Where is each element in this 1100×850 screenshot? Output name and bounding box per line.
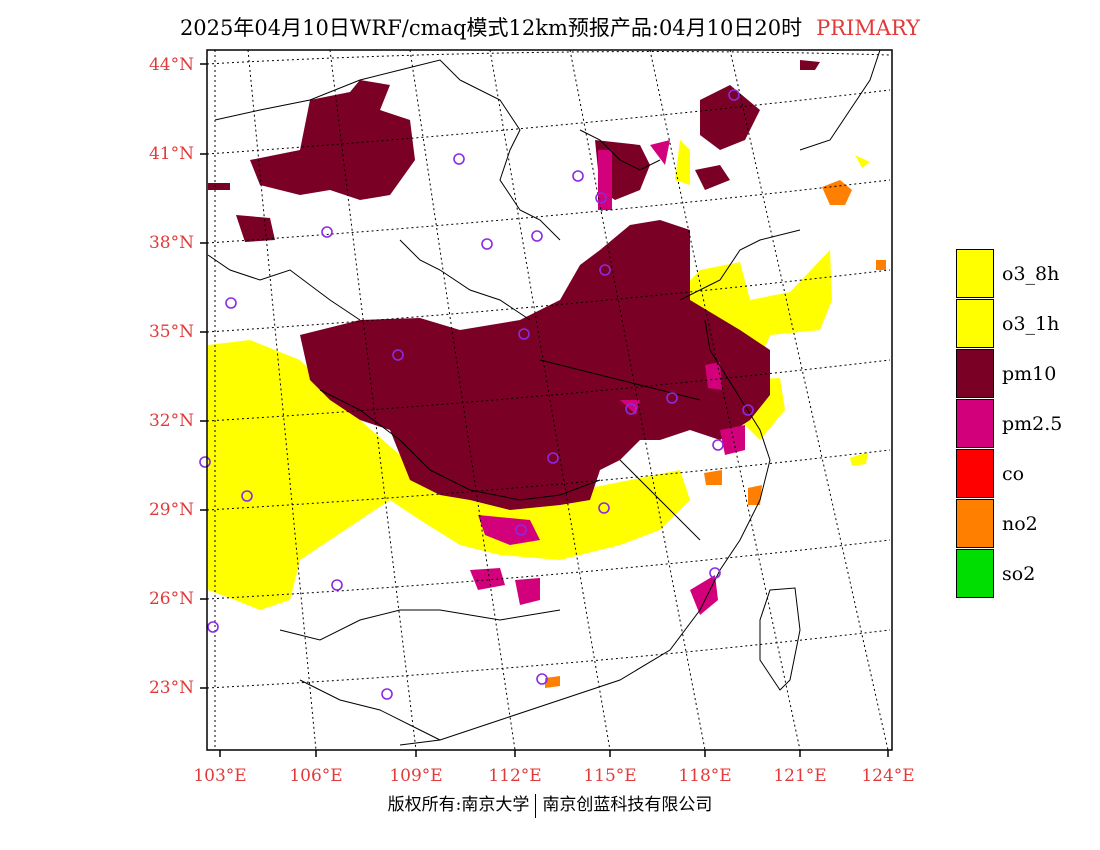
- lat-label: 29°N: [148, 500, 194, 520]
- copyright-footer: 版权所有:南京大学 南京创蓝科技有限公司: [0, 790, 1100, 818]
- lon-label: 115°E: [583, 766, 637, 786]
- lon-label: 109°E: [389, 766, 443, 786]
- lat-label: 44°N: [148, 55, 194, 75]
- legend-swatch: [956, 399, 994, 448]
- legend-label: so2: [1002, 563, 1036, 585]
- lat-label: 38°N: [148, 233, 194, 253]
- lat-label: 35°N: [148, 322, 194, 342]
- title-text: 2025年04月10日WRF/cmaq模式12km预报产品:04月10日20时: [179, 16, 803, 40]
- copyright-owner: 版权所有:南京大学: [387, 795, 530, 815]
- no2-field: [545, 180, 886, 688]
- lat-label: 41°N: [148, 144, 194, 164]
- map-frame: [206, 49, 893, 751]
- legend-label: co: [1002, 463, 1025, 485]
- lon-label: 118°E: [678, 766, 732, 786]
- legend-swatch: [956, 499, 994, 548]
- copyright-company: 南京创蓝科技有限公司: [542, 795, 713, 815]
- lat-label: 23°N: [148, 678, 194, 698]
- lon-label: 124°E: [861, 766, 915, 786]
- map-title: 2025年04月10日WRF/cmaq模式12km预报产品:04月10日20时 P…: [0, 12, 1100, 42]
- graticule: [206, 49, 891, 751]
- lon-label: 103°E: [193, 766, 247, 786]
- lon-label: 112°E: [488, 766, 542, 786]
- lon-label: 106°E: [289, 766, 343, 786]
- station-markers: [199, 89, 754, 700]
- lat-label: 26°N: [148, 589, 194, 609]
- boundary-lines: [207, 49, 881, 746]
- legend-label: pm2.5: [1002, 413, 1063, 435]
- lat-label: 32°N: [148, 411, 194, 431]
- legend-swatch: [956, 549, 994, 598]
- pm25-field: [470, 140, 745, 615]
- legend-swatch: [956, 449, 994, 498]
- legend-label: no2: [1002, 513, 1038, 535]
- legend-label: o3_8h: [1002, 263, 1060, 285]
- legend-label: o3_1h: [1002, 313, 1060, 335]
- lon-label: 121°E: [773, 766, 827, 786]
- primary-tag: PRIMARY: [816, 16, 921, 40]
- axis-ticks: [200, 63, 889, 757]
- legend-label: pm10: [1002, 363, 1057, 385]
- footer-divider: [535, 793, 537, 818]
- legend-swatch: [956, 349, 994, 398]
- legend-swatch: [956, 249, 994, 298]
- legend-swatch: [956, 299, 994, 348]
